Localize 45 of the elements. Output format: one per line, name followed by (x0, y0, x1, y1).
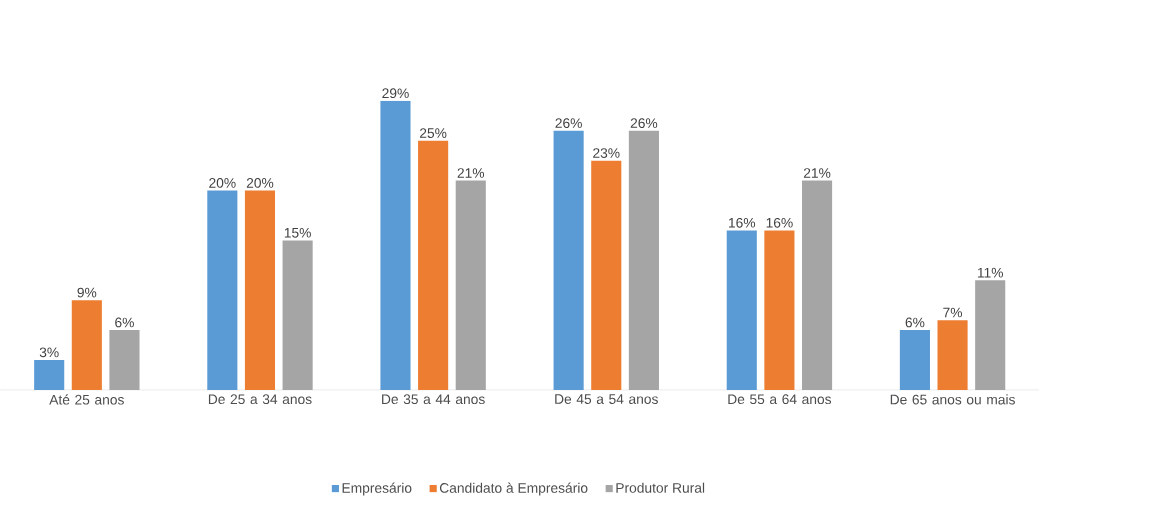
legend-label: Produtor Rural (616, 482, 705, 493)
bar (937, 320, 968, 390)
x-tick-label: De 45 a 54 anos (555, 394, 658, 405)
bar (244, 190, 276, 390)
data-label: 3% (39, 347, 59, 358)
bar (455, 180, 486, 390)
bar (282, 240, 313, 390)
data-label: 29% (382, 88, 409, 99)
data-label: 11% (977, 267, 1003, 278)
data-label: 16% (729, 217, 756, 228)
data-label: 20% (209, 178, 236, 188)
x-tick-label: De 65 anos ou mais (890, 394, 1015, 405)
data-label: 25% (420, 128, 447, 139)
bar (207, 190, 238, 390)
data-label: 21% (457, 168, 485, 178)
bar (418, 140, 449, 390)
bar (975, 280, 1006, 390)
bar (726, 230, 757, 390)
bar (628, 130, 659, 390)
data-label: 6% (115, 317, 134, 328)
data-label: 23% (593, 148, 620, 158)
bar (34, 360, 65, 390)
bar (380, 100, 411, 390)
x-tick-label: Até 25 anos (49, 394, 124, 405)
bar (71, 300, 102, 390)
data-label: 9% (77, 287, 97, 298)
data-label: 26% (555, 118, 582, 129)
legend-label: Empresário (342, 482, 412, 496)
data-label: 6% (905, 317, 925, 328)
data-label: 20% (246, 178, 274, 188)
x-tick-label: De 25 a 34 anos (208, 394, 312, 405)
legend-label: Candidato à Empresário (439, 482, 588, 496)
bar (591, 160, 622, 390)
bar (801, 180, 833, 390)
bar (553, 130, 584, 390)
data-label: 15% (284, 227, 311, 238)
x-tick-label: De 55 a 64 anos (728, 394, 832, 405)
data-label: 16% (766, 217, 793, 228)
bar (764, 230, 795, 390)
x-tick-label: De 35 a 44 anos (382, 394, 485, 405)
bar (109, 330, 140, 390)
data-label: 21% (803, 168, 831, 178)
bar (899, 330, 930, 390)
data-label: 26% (630, 118, 658, 129)
data-label: 7% (943, 307, 963, 318)
